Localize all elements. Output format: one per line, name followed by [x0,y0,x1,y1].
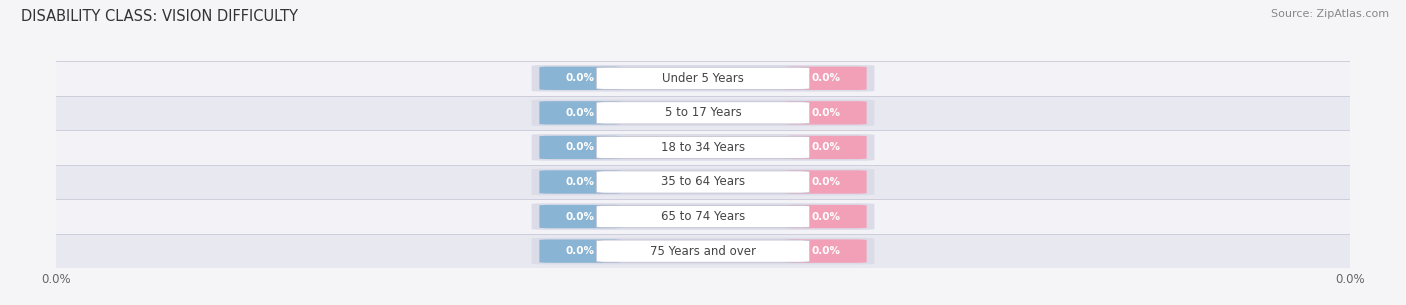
FancyBboxPatch shape [531,99,875,126]
Text: 0.0%: 0.0% [565,212,595,221]
FancyBboxPatch shape [540,101,621,124]
FancyBboxPatch shape [785,170,866,194]
Text: 0.0%: 0.0% [811,108,841,118]
FancyBboxPatch shape [531,134,875,161]
Text: Source: ZipAtlas.com: Source: ZipAtlas.com [1271,9,1389,19]
Text: 0.0%: 0.0% [565,108,595,118]
FancyBboxPatch shape [785,205,866,228]
FancyBboxPatch shape [531,65,875,92]
FancyBboxPatch shape [540,136,621,159]
FancyBboxPatch shape [596,67,810,89]
FancyBboxPatch shape [785,239,866,263]
Bar [56,199,1350,234]
Text: Under 5 Years: Under 5 Years [662,72,744,85]
FancyBboxPatch shape [531,203,875,230]
FancyBboxPatch shape [596,102,810,124]
Bar [56,95,1350,130]
FancyBboxPatch shape [540,170,621,194]
Text: 35 to 64 Years: 35 to 64 Years [661,175,745,188]
Bar [56,165,1350,199]
Text: 0.0%: 0.0% [565,73,595,83]
FancyBboxPatch shape [540,239,621,263]
Text: 0.0%: 0.0% [565,246,595,256]
Text: 0.0%: 0.0% [811,177,841,187]
Text: 0.0%: 0.0% [811,246,841,256]
Text: 0.0%: 0.0% [811,212,841,221]
FancyBboxPatch shape [596,171,810,193]
FancyBboxPatch shape [596,206,810,228]
Text: 5 to 17 Years: 5 to 17 Years [665,106,741,119]
FancyBboxPatch shape [785,136,866,159]
FancyBboxPatch shape [785,66,866,90]
FancyBboxPatch shape [596,240,810,262]
FancyBboxPatch shape [531,169,875,195]
Text: 0.0%: 0.0% [565,177,595,187]
Bar [56,234,1350,268]
Text: 0.0%: 0.0% [811,73,841,83]
FancyBboxPatch shape [785,101,866,124]
Text: 0.0%: 0.0% [565,142,595,152]
Bar [56,61,1350,95]
FancyBboxPatch shape [540,66,621,90]
FancyBboxPatch shape [531,238,875,264]
Text: 0.0%: 0.0% [811,142,841,152]
FancyBboxPatch shape [540,205,621,228]
FancyBboxPatch shape [596,136,810,159]
Bar [56,130,1350,165]
Text: 65 to 74 Years: 65 to 74 Years [661,210,745,223]
Text: DISABILITY CLASS: VISION DIFFICULTY: DISABILITY CLASS: VISION DIFFICULTY [21,9,298,24]
Text: 75 Years and over: 75 Years and over [650,245,756,258]
Text: 18 to 34 Years: 18 to 34 Years [661,141,745,154]
